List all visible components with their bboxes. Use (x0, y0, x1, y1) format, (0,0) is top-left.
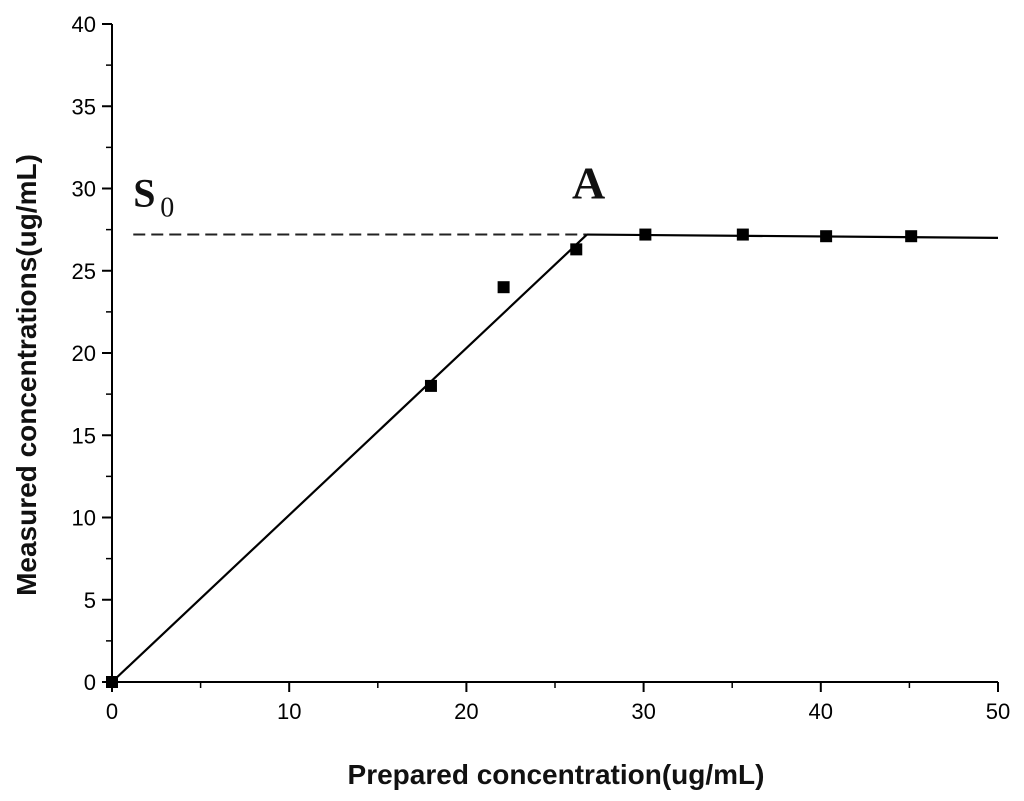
x-tick-label: 40 (809, 699, 833, 724)
y-tick-label: 10 (72, 506, 96, 531)
data-point (497, 281, 510, 294)
fit-line-rising (111, 233, 588, 683)
annotation-S0-subscript: 0 (160, 193, 174, 224)
data-point (106, 676, 118, 688)
fit-line-plateau (586, 233, 999, 239)
data-point (905, 230, 918, 243)
data-point (820, 230, 833, 243)
fit-lines (111, 233, 999, 683)
data-point (570, 243, 583, 256)
data-points (106, 228, 918, 688)
x-tick-label: 10 (277, 699, 301, 724)
data-point (736, 228, 749, 241)
annotations: A S 0 (133, 157, 605, 223)
x-axis-label: Prepared concentration(ug/mL) (348, 759, 765, 790)
x-tick-label: 20 (454, 699, 478, 724)
x-tick-label: 0 (106, 699, 118, 724)
x-tick-label: 50 (986, 699, 1010, 724)
y-tick-label: 5 (84, 588, 96, 613)
y-tick-label: 40 (72, 12, 96, 37)
x-tick-label: 30 (631, 699, 655, 724)
axes: 0 10 20 30 40 50 0 5 10 15 20 25 30 35 40 (72, 12, 1011, 724)
annotation-A: A (572, 157, 605, 208)
y-tick-label: 20 (72, 341, 96, 366)
y-tick-label: 0 (84, 670, 96, 695)
y-tick-label: 30 (72, 177, 96, 202)
data-point (424, 379, 437, 392)
y-tick-label: 15 (72, 423, 96, 448)
annotation-S0: S (133, 171, 155, 216)
y-axis-label: Measured concentrations(ug/mL) (11, 154, 42, 596)
y-tick-label: 25 (72, 259, 96, 284)
y-tick-label: 35 (72, 94, 96, 119)
data-point (639, 228, 652, 241)
